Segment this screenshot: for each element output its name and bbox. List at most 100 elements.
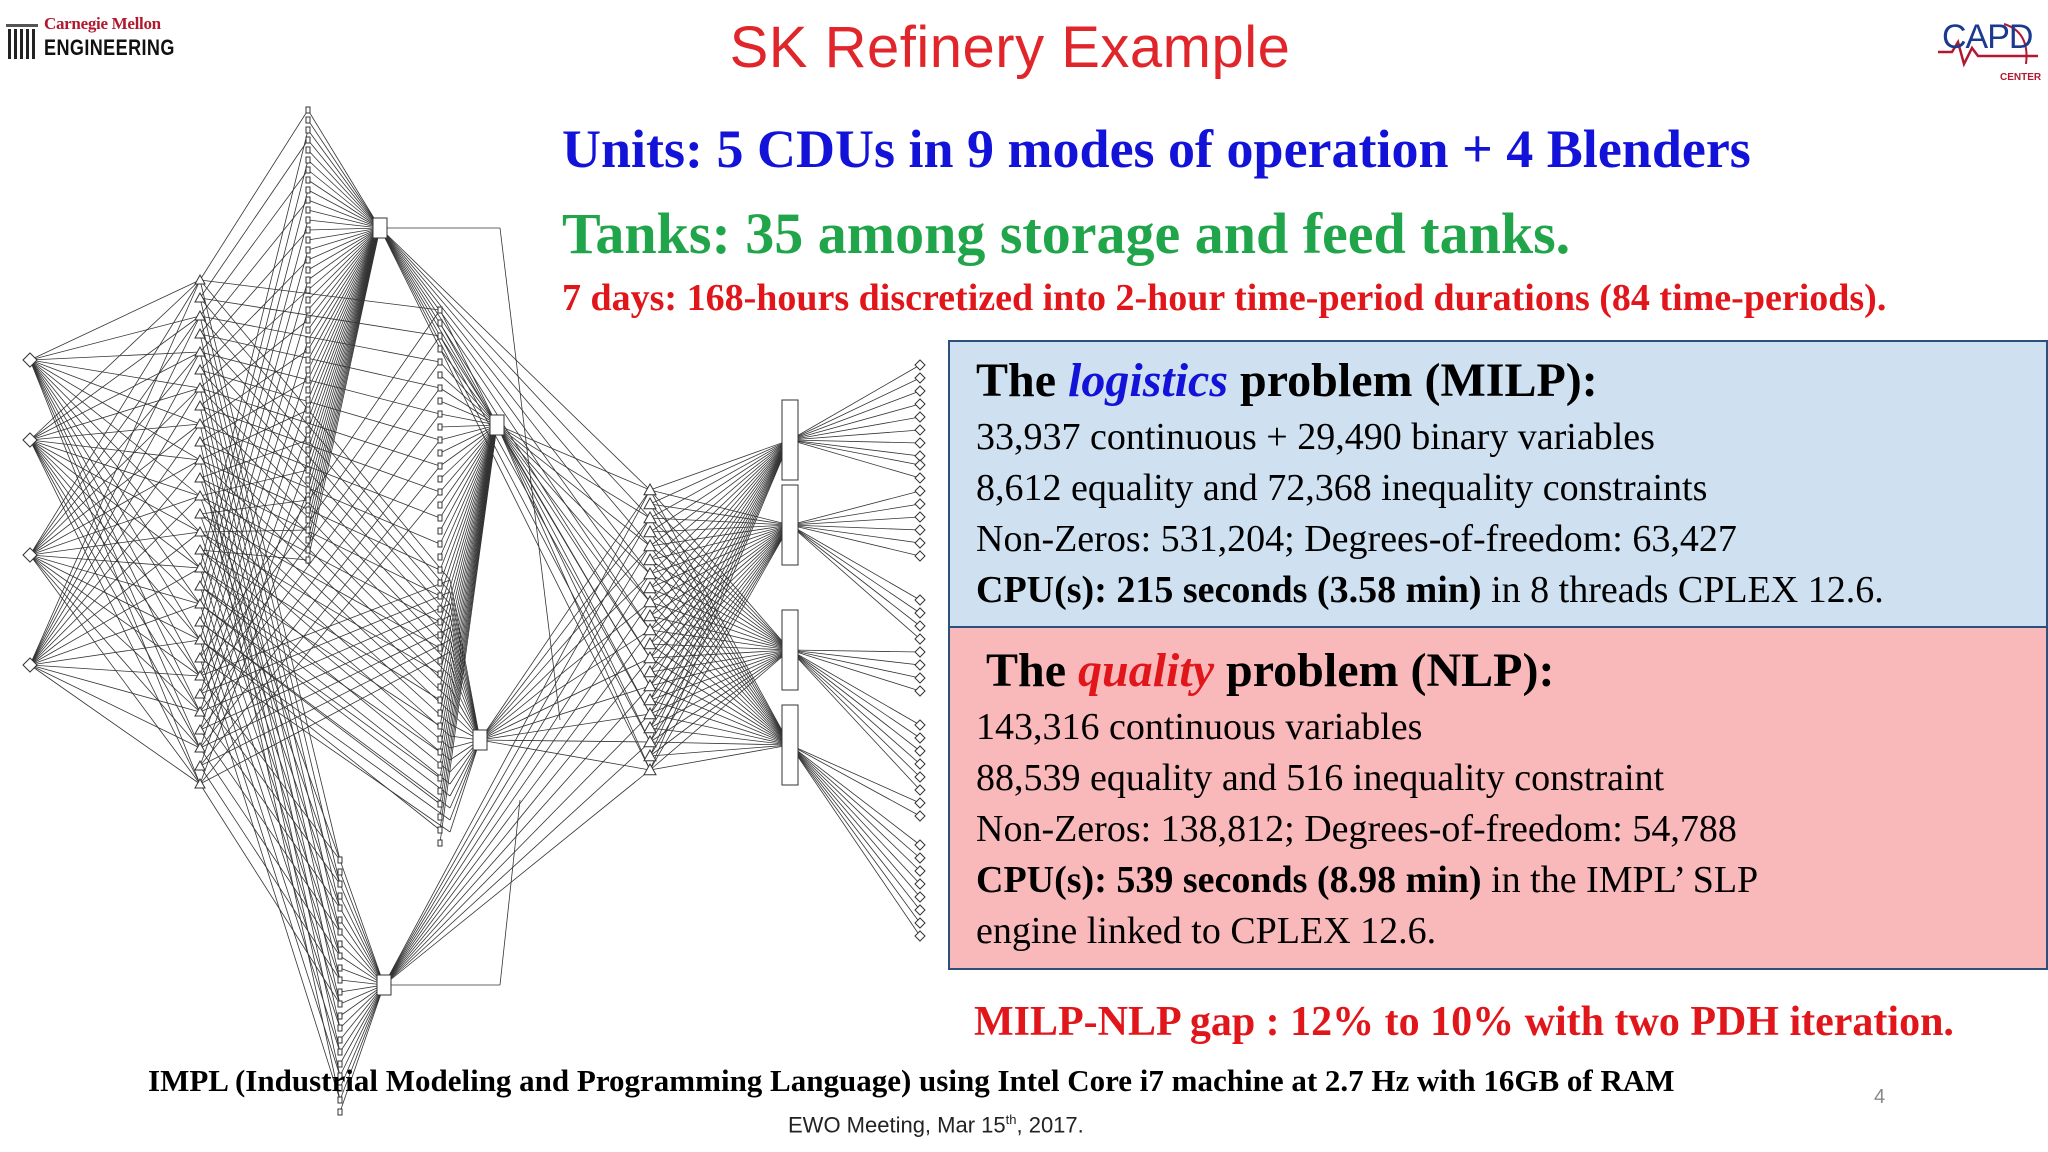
unit-node bbox=[305, 106, 311, 114]
unit-node bbox=[437, 618, 443, 626]
network-node bbox=[914, 437, 926, 449]
tank-node bbox=[643, 496, 657, 510]
tank-node bbox=[194, 759, 206, 771]
unit-node bbox=[305, 116, 311, 124]
tank-node bbox=[643, 510, 657, 524]
unit-node bbox=[305, 326, 311, 334]
unit-node bbox=[305, 546, 311, 554]
tank-node bbox=[643, 636, 657, 650]
network-node bbox=[914, 771, 926, 783]
unit-node bbox=[437, 644, 443, 652]
unit-node bbox=[781, 609, 799, 691]
network-node bbox=[914, 511, 926, 523]
milp-constraints: 8,612 equality and 72,368 inequality con… bbox=[976, 467, 1708, 509]
tank-node bbox=[194, 597, 206, 609]
unit-node bbox=[337, 976, 343, 984]
capd-logo-text: CAPD bbox=[1942, 18, 2033, 56]
capd-center-logo: CAPD CENTER bbox=[1934, 12, 2044, 88]
unit-node bbox=[337, 868, 343, 876]
tank-node bbox=[194, 381, 206, 393]
nlp-engine: engine linked to CPLEX 12.6. bbox=[976, 910, 1437, 952]
unit-node bbox=[437, 384, 443, 392]
meeting-date-post: , 2017. bbox=[1016, 1112, 1084, 1138]
tank-node bbox=[194, 345, 206, 357]
network-node bbox=[914, 646, 926, 658]
network-node bbox=[914, 852, 926, 864]
cmu-building-icon bbox=[6, 24, 38, 59]
nlp-heading-pre: The bbox=[986, 644, 1079, 697]
unit-node bbox=[305, 246, 311, 254]
unit-node bbox=[305, 416, 311, 424]
unit-node bbox=[437, 774, 443, 782]
unit-node bbox=[305, 336, 311, 344]
tank-node bbox=[194, 777, 206, 789]
tank-node bbox=[643, 692, 657, 706]
unit-node bbox=[437, 839, 443, 847]
milp-cpu-time: CPU(s): 215 seconds (3.58 min) bbox=[976, 569, 1482, 611]
unit-node bbox=[437, 761, 443, 769]
unit-node bbox=[437, 475, 443, 483]
tank-node bbox=[194, 741, 206, 753]
tank-node bbox=[643, 580, 657, 594]
unit-node bbox=[437, 787, 443, 795]
network-node bbox=[914, 424, 926, 436]
tank-node bbox=[643, 524, 657, 538]
unit-node bbox=[305, 376, 311, 384]
tank-node bbox=[194, 471, 206, 483]
milp-variables: 33,937 continuous + 29,490 binary variab… bbox=[976, 416, 1655, 458]
unit-node bbox=[437, 319, 443, 327]
network-node bbox=[914, 620, 926, 632]
unit-node bbox=[305, 516, 311, 524]
tank-node bbox=[194, 309, 206, 321]
refinery-network-diagram bbox=[22, 106, 926, 1116]
logistics-milp-box: The logistics problem (MILP): 33,937 con… bbox=[948, 340, 2048, 626]
tank-node bbox=[643, 650, 657, 664]
unit-node bbox=[337, 940, 343, 948]
unit-node bbox=[437, 683, 443, 691]
tank-node bbox=[643, 664, 657, 678]
unit-node bbox=[305, 206, 311, 214]
network-node bbox=[22, 432, 38, 448]
milp-nonzeros: Non-Zeros: 531,204; Degrees-of-freedom: … bbox=[976, 518, 1737, 560]
unit-node bbox=[781, 399, 799, 481]
unit-node bbox=[437, 813, 443, 821]
unit-node bbox=[437, 553, 443, 561]
network-node bbox=[914, 633, 926, 645]
unit-node bbox=[437, 332, 443, 340]
tank-node bbox=[643, 552, 657, 566]
unit-node bbox=[305, 446, 311, 454]
meeting-date-sup: th bbox=[1005, 1112, 1017, 1127]
unit-node bbox=[437, 423, 443, 431]
unit-node bbox=[437, 566, 443, 574]
unit-node bbox=[437, 709, 443, 717]
network-node bbox=[914, 385, 926, 397]
unit-node bbox=[305, 126, 311, 134]
tank-node bbox=[194, 399, 206, 411]
unit-node bbox=[305, 136, 311, 144]
network-node bbox=[914, 930, 926, 942]
network-node bbox=[914, 550, 926, 562]
unit-node bbox=[437, 696, 443, 704]
tank-node bbox=[194, 525, 206, 537]
capd-logo-subtext: CENTER bbox=[2000, 72, 2042, 83]
unit-node bbox=[437, 436, 443, 444]
unit-node bbox=[305, 456, 311, 464]
unit-node bbox=[337, 1048, 343, 1056]
unit-node bbox=[305, 156, 311, 164]
unit-node bbox=[437, 826, 443, 834]
quality-nlp-box: The quality problem (NLP): 143,316 conti… bbox=[948, 626, 2048, 970]
unit-node bbox=[305, 356, 311, 364]
unit-node bbox=[437, 540, 443, 548]
nlp-heading-post: problem (NLP): bbox=[1214, 644, 1555, 697]
network-node bbox=[914, 524, 926, 536]
unit-node bbox=[337, 856, 343, 864]
unit-node bbox=[305, 426, 311, 434]
unit-node bbox=[305, 526, 311, 534]
unit-node bbox=[437, 657, 443, 665]
network-node bbox=[914, 372, 926, 384]
unit-node bbox=[337, 880, 343, 888]
milp-nlp-gap: MILP-NLP gap : 12% to 10% with two PDH i… bbox=[974, 999, 1954, 1045]
unit-node bbox=[437, 527, 443, 535]
unit-node bbox=[305, 346, 311, 354]
tank-node bbox=[194, 489, 206, 501]
